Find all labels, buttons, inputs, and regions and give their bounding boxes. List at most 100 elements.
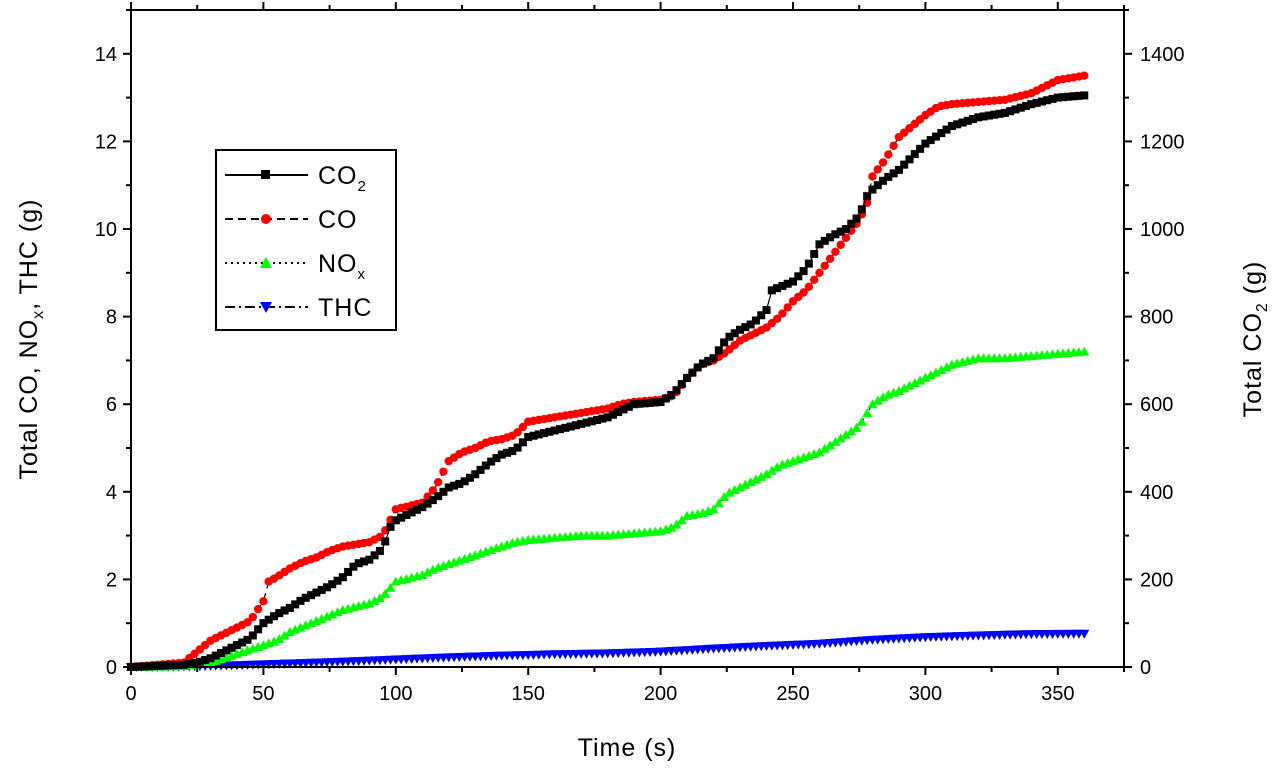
data-point-co2 — [217, 648, 226, 657]
data-point-nox — [846, 426, 857, 436]
data-point-co2 — [518, 438, 527, 447]
data-point-co2 — [720, 338, 729, 347]
data-point-nox — [676, 515, 687, 525]
legend-entry-co: CO — [225, 206, 358, 234]
data-point-nox — [909, 378, 920, 388]
data-point-co2 — [174, 661, 183, 670]
data-point-co2 — [661, 394, 670, 403]
data-point-co2 — [746, 320, 755, 329]
data-point-co2 — [561, 423, 570, 432]
data-point-co2 — [402, 511, 411, 520]
data-point-nox — [385, 582, 396, 592]
legend-box — [215, 149, 397, 331]
data-point-nox — [851, 422, 862, 432]
y-right-tick-label: 1200 — [1140, 131, 1185, 153]
data-point-co — [799, 288, 808, 297]
data-point-co2 — [656, 398, 665, 407]
data-point-co2 — [582, 418, 591, 427]
data-point-co2 — [810, 249, 819, 258]
data-point-co2 — [450, 481, 459, 490]
data-point-nox — [814, 447, 825, 457]
data-point-nox — [708, 504, 719, 514]
data-point-co2 — [1000, 108, 1009, 117]
data-point-co — [841, 233, 851, 242]
data-point-co2 — [894, 165, 903, 174]
data-point-co2 — [423, 499, 432, 508]
right-y-axis-title: Total CO2 (g) — [1239, 261, 1271, 418]
data-point-co2 — [773, 284, 782, 293]
data-point-nox — [364, 598, 375, 608]
data-point-nox — [872, 395, 883, 405]
data-point-co2 — [418, 503, 427, 512]
data-point-co2 — [736, 325, 745, 334]
data-point-co2 — [640, 399, 649, 408]
data-point-nox — [899, 383, 910, 393]
legend-label-thc: THC — [318, 294, 372, 322]
data-point-co2 — [285, 603, 294, 612]
data-point-co2 — [1080, 91, 1089, 100]
y-tick-label: 14 — [95, 44, 117, 66]
legend-label-co: CO — [318, 206, 358, 234]
data-point-nox — [666, 522, 677, 532]
data-point-co2 — [169, 661, 178, 670]
data-point-co2 — [799, 267, 808, 276]
data-point-co2 — [487, 457, 496, 466]
y-right-tick-label: 0 — [1140, 657, 1151, 679]
data-point-co2 — [524, 433, 533, 442]
data-point-co2 — [910, 150, 919, 159]
data-point-co2 — [969, 115, 978, 124]
x-tick-label: 150 — [512, 683, 545, 705]
data-point-co2 — [847, 219, 856, 228]
data-point-co2 — [481, 461, 490, 470]
data-point-co — [439, 467, 448, 476]
data-point-co2 — [646, 398, 655, 407]
data-point-nox — [819, 443, 830, 453]
data-point-nox — [867, 399, 878, 409]
data-point-co2 — [222, 646, 231, 655]
data-point-co — [513, 428, 522, 437]
y-tick-label: 0 — [106, 657, 117, 679]
data-point-nox — [713, 498, 724, 508]
data-point-co2 — [593, 415, 602, 424]
y-tick-label: 4 — [106, 482, 117, 504]
data-point-co2 — [709, 354, 718, 363]
data-point-co2 — [741, 323, 750, 332]
data-point-co2 — [264, 615, 273, 624]
data-point-co2 — [603, 413, 612, 422]
data-point-co2 — [942, 125, 951, 134]
data-point-co2 — [338, 573, 347, 582]
data-point-nox — [719, 492, 730, 502]
x-tick-label: 250 — [776, 683, 809, 705]
data-point-co2 — [349, 562, 358, 571]
data-point-co2 — [767, 286, 776, 295]
data-point-co2 — [465, 473, 474, 482]
data-point-co2 — [1074, 91, 1083, 100]
data-point-co2 — [1006, 107, 1015, 116]
data-point-co2 — [630, 400, 639, 409]
data-point-co2 — [497, 450, 506, 459]
data-point-co2 — [455, 479, 464, 488]
data-point-nox — [878, 392, 889, 402]
data-point-co2 — [275, 609, 284, 618]
data-point-co2 — [153, 661, 162, 670]
data-point-co — [1080, 71, 1089, 80]
legend-marker-co2 — [261, 170, 270, 179]
data-point-co2 — [1043, 96, 1052, 105]
data-point-co2 — [344, 567, 353, 576]
data-point-co2 — [693, 363, 702, 372]
data-point-co2 — [460, 477, 469, 486]
data-point-co — [815, 268, 824, 277]
data-point-co2 — [1011, 105, 1020, 114]
data-point-co2 — [360, 557, 369, 566]
data-point-nox — [740, 479, 751, 489]
data-point-nox — [735, 482, 746, 492]
data-point-co2 — [397, 513, 406, 522]
data-point-co2 — [804, 259, 813, 268]
data-point-nox — [772, 462, 783, 472]
data-point-co2 — [195, 657, 204, 666]
data-point-nox — [925, 370, 936, 380]
data-point-nox — [893, 386, 904, 396]
data-point-co2 — [301, 593, 310, 602]
data-point-co2 — [1059, 93, 1068, 102]
